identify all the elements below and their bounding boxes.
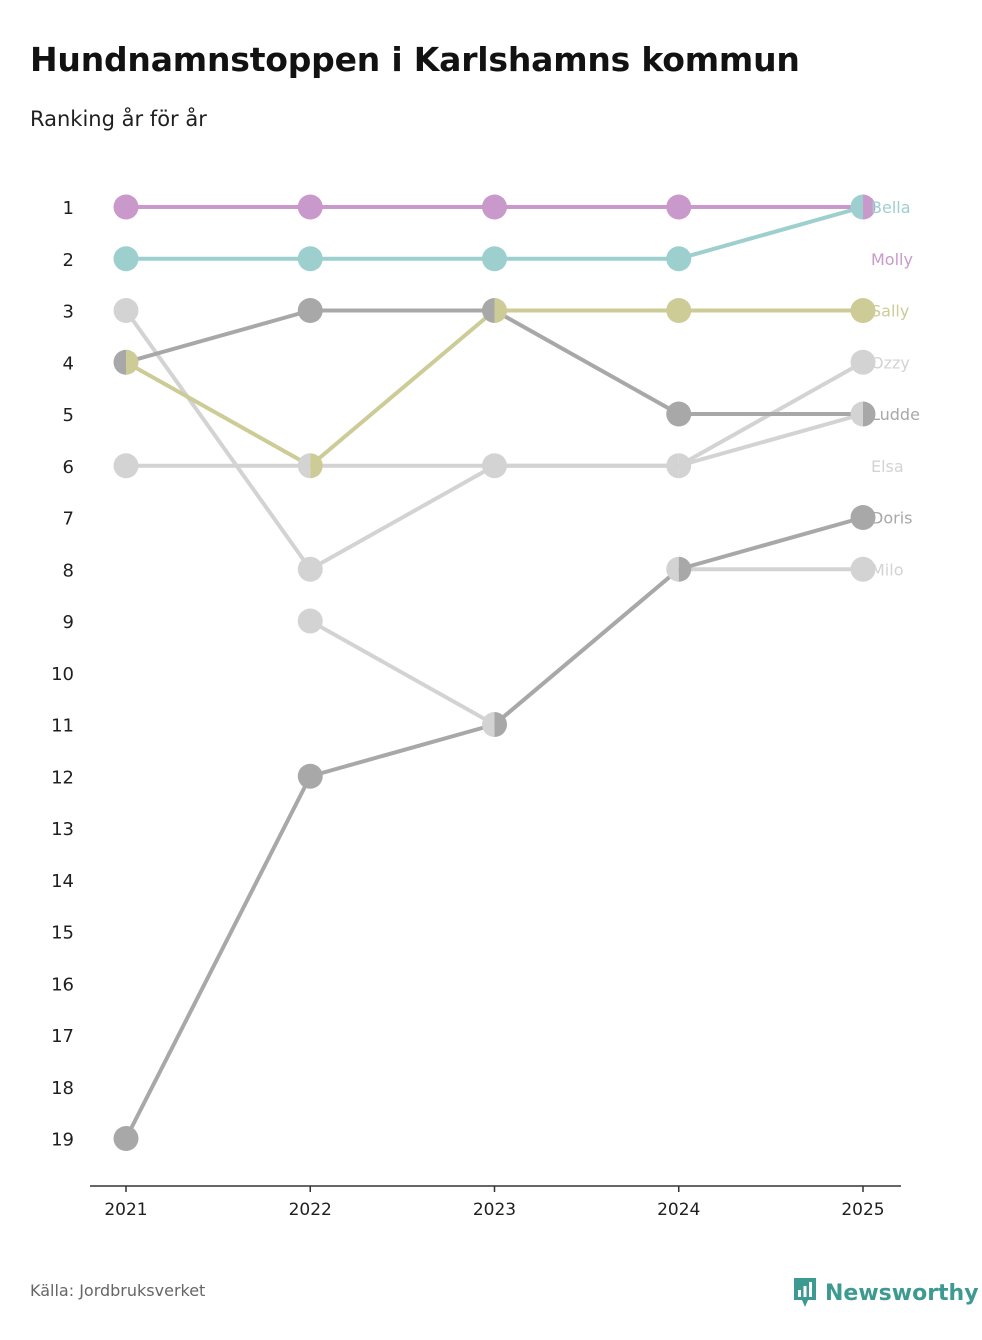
y-tick-label: 18	[51, 1078, 74, 1099]
chart-subtitle: Ranking år för år	[30, 107, 207, 131]
end-label-ludde: Ludde	[871, 405, 920, 424]
newsworthy-logo-icon	[794, 1278, 816, 1307]
y-tick-label: 9	[63, 612, 74, 633]
series-line-doris	[124, 515, 865, 1141]
point-molly-2021	[113, 194, 139, 220]
point-ozzy-2021	[113, 298, 139, 323]
point-elsa-2021	[113, 453, 139, 479]
y-tick-label: 16	[51, 974, 74, 995]
series-points	[113, 194, 876, 1151]
point-doris-2022	[297, 763, 323, 789]
point-sally-2024	[666, 298, 692, 323]
x-tick-label: 2025	[841, 1200, 884, 1220]
y-tick-label: 19	[51, 1130, 74, 1151]
y-tick-label: 12	[51, 767, 74, 788]
point-bella-2025	[850, 194, 863, 220]
point-sally-2025	[850, 298, 876, 323]
y-tick-label: 10	[51, 664, 74, 685]
chart-title: Hundnamnstoppen i Karlshamns kommun	[30, 40, 800, 79]
point-ludde-2022	[297, 298, 323, 323]
series-line-sally	[124, 308, 865, 468]
series-lines	[124, 205, 865, 1141]
point-bella-2023	[482, 246, 507, 272]
point-sally-2022	[310, 453, 323, 479]
y-tick-label: 7	[63, 509, 74, 530]
brand-link[interactable]: Newsworthy	[792, 1276, 979, 1310]
x-axis: 2021 2022 2023 2024 2025	[90, 1185, 901, 1220]
end-label-elsa: Elsa	[871, 457, 904, 476]
point-ozzy-2022	[297, 556, 323, 582]
point-molly-2025	[863, 194, 876, 220]
point-ludde-2021	[113, 349, 126, 375]
point-milo-2022	[297, 608, 323, 634]
point-doris-2021	[113, 1126, 139, 1151]
point-ludde-2025	[863, 401, 876, 427]
series-line-ludde	[124, 308, 865, 416]
x-tick-label: 2021	[104, 1200, 147, 1220]
source-note: Källa: Jordbruksverket	[30, 1281, 206, 1300]
point-bella-2021	[113, 246, 139, 272]
end-label-ozzy: Ozzy	[871, 353, 910, 372]
y-tick-label: 17	[51, 1026, 74, 1047]
point-elsa-2025	[850, 401, 863, 427]
y-tick-label: 8	[63, 560, 74, 581]
y-tick-label: 3	[63, 302, 74, 323]
point-elsa-2024	[666, 453, 679, 479]
end-label-sally: Sally	[871, 302, 909, 321]
y-tick-label: 11	[51, 716, 74, 737]
y-tick-label: 4	[63, 353, 74, 374]
point-sally-2021	[126, 349, 139, 375]
point-bella-2022	[297, 246, 323, 272]
end-label-milo: Milo	[871, 560, 903, 579]
point-ozzy-2023	[494, 453, 507, 479]
y-tick-label: 13	[51, 819, 74, 840]
y-tick-label: 1	[63, 198, 74, 219]
point-doris-2025	[850, 505, 876, 530]
point-ludde-2024	[666, 401, 692, 427]
point-ludde-2023	[481, 298, 495, 323]
x-tick-label: 2022	[289, 1200, 332, 1220]
y-tick-label: 5	[63, 405, 74, 426]
y-tick-label: 14	[51, 871, 74, 892]
point-molly-2023	[482, 194, 507, 220]
point-elsa-2022	[297, 453, 311, 479]
point-ozzy-2024	[678, 453, 692, 479]
point-bella-2024	[666, 246, 692, 272]
end-label-molly: Molly	[871, 250, 913, 269]
point-milo-2025	[850, 556, 876, 582]
x-tick-label: 2024	[657, 1200, 700, 1220]
end-label-bella: Bella	[871, 198, 911, 217]
x-tick-label: 2023	[473, 1200, 516, 1220]
end-label-doris: Doris	[871, 509, 912, 528]
point-sally-2023	[494, 298, 507, 323]
series-line-ozzy	[124, 308, 865, 572]
y-tick-label: 2	[63, 250, 74, 271]
brand-name: Newsworthy	[825, 1280, 979, 1306]
point-ozzy-2025	[850, 349, 876, 375]
point-molly-2024	[666, 194, 692, 220]
point-molly-2022	[297, 194, 323, 220]
y-tick-label: 6	[63, 457, 74, 478]
point-milo-2024	[666, 556, 679, 582]
point-milo-2023	[481, 712, 495, 737]
end-labels: Bella Molly Sally Ozzy Ludde Elsa Doris Milo	[871, 198, 920, 579]
point-doris-2024	[678, 556, 692, 582]
point-doris-2023	[494, 712, 507, 737]
y-tick-label: 15	[51, 923, 74, 944]
point-elsa-2023	[481, 453, 495, 479]
